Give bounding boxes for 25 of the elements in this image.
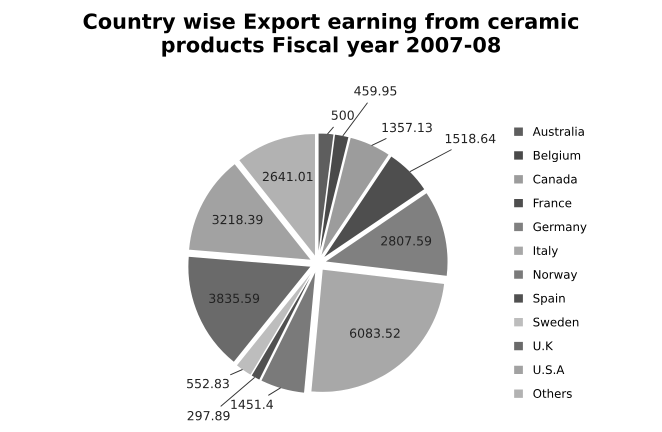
- legend-label: France: [534, 198, 572, 208]
- legend-label: Belgium: [534, 150, 580, 162]
- data-label: 1357.13: [382, 122, 432, 132]
- chart-title: Country wise Export earning from ceramic products Fiscal year 2007-08: [84, 12, 578, 57]
- data-label: 6083.52: [350, 328, 400, 338]
- data-label: 2807.59: [381, 236, 432, 246]
- data-label: 3218.39: [212, 214, 262, 224]
- data-label: 1518.64: [446, 134, 496, 144]
- data-label: 2641.01: [262, 172, 312, 182]
- legend-label: Canada: [533, 174, 577, 184]
- legend-label: Italy: [534, 246, 558, 258]
- legend-label: Norway: [534, 270, 578, 282]
- legend-label: U.K: [534, 342, 554, 350]
- legend-label: U.S.A: [534, 365, 564, 374]
- data-label: 552.83: [187, 378, 229, 388]
- data-label: 3835.59: [209, 294, 260, 304]
- data-label: 500: [332, 110, 354, 120]
- data-label: 459.95: [354, 86, 396, 96]
- legend-label: Others: [533, 388, 572, 398]
- data-label: 1451.4: [231, 400, 273, 410]
- legend-label: Spain: [533, 294, 565, 305]
- legend-label: Germany: [533, 222, 587, 234]
- legend-label: Australia: [532, 126, 584, 136]
- legend-label: Sweden: [533, 317, 578, 326]
- data-label: 297.89: [188, 410, 230, 420]
